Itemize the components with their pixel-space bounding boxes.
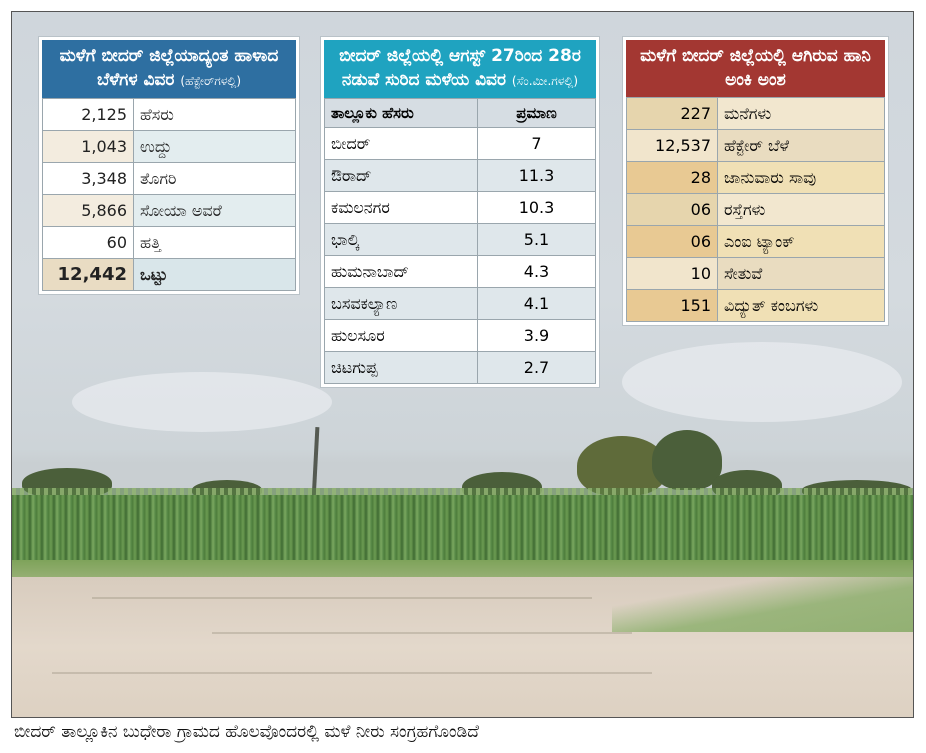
table-row: 151 ವಿದ್ಯುತ್ ಕಂಬಗಳು <box>626 289 885 322</box>
crop-name: ಹತ್ತಿ <box>133 226 296 259</box>
rainfall-unit: (ಸೆಂ.ಮೀ.ಗಳಲ್ಲಿ) <box>511 74 579 88</box>
taluk-name: ಭಾಲ್ಕಿ <box>324 223 478 256</box>
rainfall-value: 11.3 <box>477 159 596 192</box>
column-header-taluk: ತಾಲ್ಲೂಕು ಹೆಸರು <box>324 98 478 128</box>
crop-loss-value: 1,043 <box>42 130 134 163</box>
table-header-row: ತಾಲ್ಲೂಕು ಹೆಸರು ಪ್ರಮಾಣ <box>324 98 596 128</box>
sky-cloud <box>72 372 332 432</box>
crop-loss-total-label: ಒಟ್ಟು <box>133 258 296 291</box>
crop-loss-value: 60 <box>42 226 134 259</box>
table-row: 06 ಎಂಐ ಟ್ಯಾಂಕ್ <box>626 225 885 258</box>
crop-name: ಹೆಸರು <box>133 98 296 131</box>
rainfall-value: 4.3 <box>477 255 596 288</box>
rainfall-title-text: ಬೀದರ್ ಜಿಲ್ಲೆಯಲ್ಲಿ ಆಗಸ್ಟ್ 27ರಿಂದ 28ರ ನಡುವ… <box>339 46 581 90</box>
taluk-name: ಹುಮನಾಬಾದ್ <box>324 255 478 288</box>
damage-value: 06 <box>626 225 718 258</box>
damage-value: 10 <box>626 257 718 290</box>
crop-loss-table: ಮಳೆಗೆ ಬೀದರ್ ಜಿಲ್ಲೆಯಾದ್ಯಂತ ಹಾಳಾದ ಬೆಳೆಗಳ ವ… <box>39 37 299 294</box>
total-row: 12,442 ಒಟ್ಟು <box>42 258 296 291</box>
taluk-name: ಬೀದರ್ <box>324 127 478 160</box>
table-row: ಔರಾದ್ 11.3 <box>324 159 596 192</box>
crop-loss-value: 3,348 <box>42 162 134 195</box>
table-row: ಕಮಲನಗರ 10.3 <box>324 191 596 224</box>
crop-field <box>12 495 913 565</box>
damage-label: ಜಾನುವಾರು ಸಾವು <box>717 161 885 194</box>
table-row: 5,866 ಸೋಯಾ ಅವರೆ <box>42 194 296 227</box>
damage-value: 28 <box>626 161 718 194</box>
damage-stats-table: ಮಳೆಗೆ ಬೀದರ್ ಜಿಲ್ಲೆಯಲ್ಲಿ ಆಗಿರುವ ಹಾನಿ ಅಂಕಿ… <box>623 37 888 325</box>
table-row: ಹುಲಸೂರ 3.9 <box>324 319 596 352</box>
damage-value: 12,537 <box>626 129 718 162</box>
table-row: ಬೀದರ್ 7 <box>324 127 596 160</box>
crop-loss-title-text: ಮಳೆಗೆ ಬೀದರ್ ಜಿಲ್ಲೆಯಾದ್ಯಂತ ಹಾಳಾದ ಬೆಳೆಗಳ ವ… <box>59 46 279 90</box>
crop-loss-value: 5,866 <box>42 194 134 227</box>
taluk-name: ಔರಾದ್ <box>324 159 478 192</box>
damage-value: 227 <box>626 97 718 130</box>
sky-cloud <box>622 342 902 422</box>
taluk-name: ಬಸವಕಲ್ಯಾಣ <box>324 287 478 320</box>
column-header-amount: ಪ್ರಮಾಣ <box>477 98 596 128</box>
damage-label: ವಿದ್ಯುತ್ ಕಂಬಗಳು <box>717 289 885 322</box>
crop-loss-unit: (ಹೆಕ್ಟೇರ್‌ಗಳಲ್ಲಿ) <box>180 74 242 88</box>
table-row: 1,043 ಉದ್ದು <box>42 130 296 163</box>
table-row: 28 ಜಾನುವಾರು ಸಾವು <box>626 161 885 194</box>
damage-label: ಸೇತುವೆ <box>717 257 885 290</box>
table-row: 12,537 ಹೆಕ್ಟೇರ್ ಬೆಳೆ <box>626 129 885 162</box>
rainfall-value: 5.1 <box>477 223 596 256</box>
crop-loss-title: ಮಳೆಗೆ ಬೀದರ್ ಜಿಲ್ಲೆಯಾದ್ಯಂತ ಹಾಳಾದ ಬೆಳೆಗಳ ವ… <box>42 40 296 98</box>
table-row: 227 ಮನೆಗಳು <box>626 97 885 130</box>
table-row: ಹುಮನಾಬಾದ್ 4.3 <box>324 255 596 288</box>
photo-caption: ಬೀದರ್ ತಾಲ್ಲೂಕಿನ ಬುಧೇರಾ ಗ್ರಾಮದ ಹೊಲವೊಂದರಲ್… <box>14 722 479 742</box>
damage-label: ಎಂಐ ಟ್ಯಾಂಕ್ <box>717 225 885 258</box>
rainfall-value: 3.9 <box>477 319 596 352</box>
rainfall-value: 7 <box>477 127 596 160</box>
taluk-name: ಹುಲಸೂರ <box>324 319 478 352</box>
damage-label: ಮನೆಗಳು <box>717 97 885 130</box>
table-row: ಬಸವಕಲ್ಯಾಣ 4.1 <box>324 287 596 320</box>
table-row: 60 ಹತ್ತಿ <box>42 226 296 259</box>
table-row: ಭಾಲ್ಕಿ 5.1 <box>324 223 596 256</box>
rainfall-title: ಬೀದರ್ ಜಿಲ್ಲೆಯಲ್ಲಿ ಆಗಸ್ಟ್ 27ರಿಂದ 28ರ ನಡುವ… <box>324 40 596 98</box>
damage-value: 151 <box>626 289 718 322</box>
crop-name: ಸೋಯಾ ಅವರೆ <box>133 194 296 227</box>
table-row: 3,348 ತೊಗರಿ <box>42 162 296 195</box>
crop-loss-value: 2,125 <box>42 98 134 131</box>
rainfall-value: 4.1 <box>477 287 596 320</box>
damage-label: ಹೆಕ್ಟೇರ್ ಬೆಳೆ <box>717 129 885 162</box>
table-row: 10 ಸೇತುವೆ <box>626 257 885 290</box>
damage-value: 06 <box>626 193 718 226</box>
crop-name: ಉದ್ದು <box>133 130 296 163</box>
table-row: 2,125 ಹೆಸರು <box>42 98 296 131</box>
table-row: ಚಿಟಗುಪ್ಪ 2.7 <box>324 351 596 384</box>
damage-stats-title-text: ಮಳೆಗೆ ಬೀದರ್ ಜಿಲ್ಲೆಯಲ್ಲಿ ಆಗಿರುವ ಹಾನಿ ಅಂಕಿ… <box>640 46 871 90</box>
rainfall-value: 10.3 <box>477 191 596 224</box>
crop-loss-total-value: 12,442 <box>42 258 134 291</box>
rainfall-table: ಬೀದರ್ ಜಿಲ್ಲೆಯಲ್ಲಿ ಆಗಸ್ಟ್ 27ರಿಂದ 28ರ ನಡುವ… <box>321 37 599 387</box>
rainfall-value: 2.7 <box>477 351 596 384</box>
taluk-name: ಚಿಟಗುಪ್ಪ <box>324 351 478 384</box>
taluk-name: ಕಮಲನಗರ <box>324 191 478 224</box>
table-row: 06 ರಸ್ತೆಗಳು <box>626 193 885 226</box>
damage-label: ರಸ್ತೆಗಳು <box>717 193 885 226</box>
crop-name: ತೊಗರಿ <box>133 162 296 195</box>
grass-patch <box>612 572 913 632</box>
damage-stats-title: ಮಳೆಗೆ ಬೀದರ್ ಜಿಲ್ಲೆಯಲ್ಲಿ ಆಗಿರುವ ಹಾನಿ ಅಂಕಿ… <box>626 40 885 97</box>
